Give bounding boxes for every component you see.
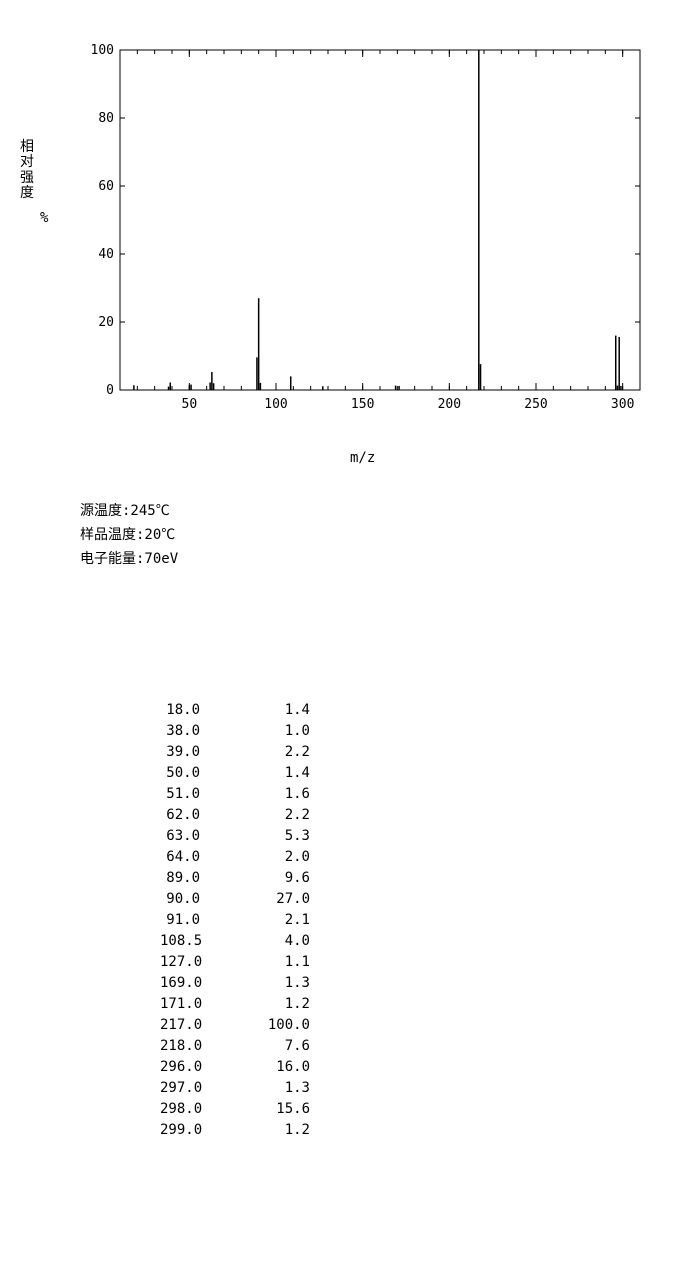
intensity-cell: 5.3 [240, 826, 310, 847]
intensity-cell: 1.2 [240, 994, 310, 1015]
mz-cell: 217.0 [160, 1015, 240, 1036]
mz-cell: 64.0 [160, 847, 240, 868]
table-row: 127.01.1 [160, 952, 310, 973]
intensity-cell: 1.4 [240, 700, 310, 721]
mz-cell: 18.0 [160, 700, 240, 721]
sample-temp: 样品温度:20℃ [80, 524, 178, 548]
mz-cell: 299.0 [160, 1120, 240, 1141]
intensity-cell: 4.0 [240, 931, 310, 952]
mz-cell: 50.0 [160, 763, 240, 784]
svg-text:40: 40 [98, 247, 114, 262]
mz-cell: 169.0 [160, 973, 240, 994]
intensity-cell: 2.0 [240, 847, 310, 868]
svg-text:60: 60 [98, 179, 114, 194]
y-axis-label: 相 对 强 度 [20, 140, 34, 202]
table-row: 296.016.0 [160, 1057, 310, 1078]
data-table: 18.01.438.01.039.02.250.01.451.01.662.02… [160, 700, 310, 1141]
mz-cell: 127.0 [160, 952, 240, 973]
svg-text:200: 200 [438, 397, 461, 412]
intensity-cell: 7.6 [240, 1036, 310, 1057]
intensity-cell: 1.1 [240, 952, 310, 973]
table-row: 89.09.6 [160, 868, 310, 889]
table-row: 217.0100.0 [160, 1015, 310, 1036]
table-row: 298.015.6 [160, 1099, 310, 1120]
intensity-cell: 15.6 [240, 1099, 310, 1120]
mz-cell: 63.0 [160, 826, 240, 847]
svg-text:100: 100 [264, 397, 287, 412]
mass-spectrum-chart: 0 20 40 60 80 100 50 100 150 200 250 300 [80, 40, 660, 420]
intensity-cell: 2.2 [240, 805, 310, 826]
table-row: 18.01.4 [160, 700, 310, 721]
electron-energy: 电子能量:70eV [80, 548, 178, 572]
svg-text:20: 20 [98, 315, 114, 330]
source-temp: 源温度:245℃ [80, 500, 178, 524]
mz-cell: 38.0 [160, 721, 240, 742]
intensity-cell: 1.2 [240, 1120, 310, 1141]
intensity-cell: 27.0 [240, 889, 310, 910]
table-row: 299.01.2 [160, 1120, 310, 1141]
y-axis-pct: % [40, 210, 48, 226]
svg-text:250: 250 [524, 397, 547, 412]
svg-text:80: 80 [98, 111, 114, 126]
intensity-cell: 1.3 [240, 973, 310, 994]
mz-cell: 218.0 [160, 1036, 240, 1057]
mz-cell: 91.0 [160, 910, 240, 931]
table-row: 91.02.1 [160, 910, 310, 931]
intensity-cell: 1.4 [240, 763, 310, 784]
mz-cell: 90.0 [160, 889, 240, 910]
intensity-cell: 100.0 [240, 1015, 310, 1036]
table-row: 218.07.6 [160, 1036, 310, 1057]
svg-text:0: 0 [106, 383, 114, 398]
mz-cell: 297.0 [160, 1078, 240, 1099]
table-row: 63.05.3 [160, 826, 310, 847]
intensity-cell: 1.3 [240, 1078, 310, 1099]
table-row: 64.02.0 [160, 847, 310, 868]
table-row: 297.01.3 [160, 1078, 310, 1099]
x-axis-label: m/z [350, 450, 375, 466]
table-row: 108.54.0 [160, 931, 310, 952]
table-row: 62.02.2 [160, 805, 310, 826]
table-row: 51.01.6 [160, 784, 310, 805]
table-row: 38.01.0 [160, 721, 310, 742]
svg-text:50: 50 [182, 397, 198, 412]
table-row: 171.01.2 [160, 994, 310, 1015]
mz-cell: 51.0 [160, 784, 240, 805]
svg-text:300: 300 [611, 397, 634, 412]
mz-cell: 298.0 [160, 1099, 240, 1120]
intensity-cell: 2.1 [240, 910, 310, 931]
chart-svg: 0 20 40 60 80 100 50 100 150 200 250 300 [80, 40, 660, 420]
table-row: 90.027.0 [160, 889, 310, 910]
intensity-cell: 16.0 [240, 1057, 310, 1078]
mz-cell: 89.0 [160, 868, 240, 889]
mz-cell: 39.0 [160, 742, 240, 763]
intensity-cell: 1.0 [240, 721, 310, 742]
mz-cell: 108.5 [160, 931, 240, 952]
intensity-cell: 9.6 [240, 868, 310, 889]
svg-text:100: 100 [91, 43, 114, 58]
conditions-block: 源温度:245℃ 样品温度:20℃ 电子能量:70eV [80, 500, 178, 571]
svg-text:150: 150 [351, 397, 374, 412]
intensity-cell: 2.2 [240, 742, 310, 763]
table-row: 39.02.2 [160, 742, 310, 763]
intensity-cell: 1.6 [240, 784, 310, 805]
mz-cell: 296.0 [160, 1057, 240, 1078]
mz-cell: 62.0 [160, 805, 240, 826]
table-row: 50.01.4 [160, 763, 310, 784]
mz-cell: 171.0 [160, 994, 240, 1015]
table-row: 169.01.3 [160, 973, 310, 994]
